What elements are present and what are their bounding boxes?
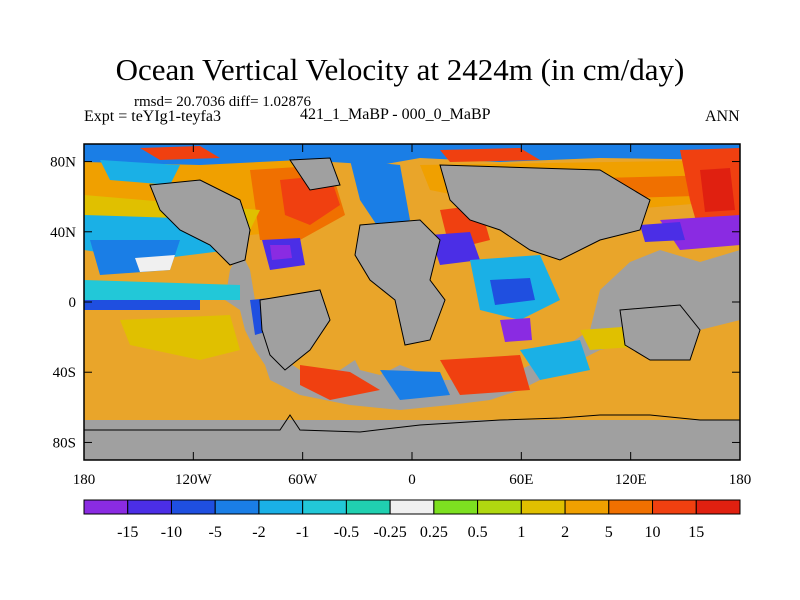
colorbar-label: -2 <box>252 524 265 541</box>
x-tick-label: 60W <box>288 472 318 488</box>
field-patch <box>350 160 410 230</box>
field-patch <box>120 315 240 360</box>
y-tick-label: 80S <box>53 435 76 451</box>
colorbar-label: 0.25 <box>420 524 448 541</box>
field-patch <box>84 300 200 310</box>
field-patch <box>440 355 530 395</box>
colorbar-swatch <box>477 499 522 515</box>
field-patch <box>300 365 380 400</box>
colorbar-swatch <box>389 499 435 515</box>
experiment-label: Expt = teYIg1-teyfa3 <box>84 108 221 125</box>
colorbar-swatch <box>345 499 391 515</box>
field-patch <box>135 255 175 272</box>
colorbar-label: 1 <box>517 524 525 541</box>
colorbar-label: 5 <box>605 524 613 541</box>
x-tick-label: 120W <box>175 472 213 488</box>
y-tick-label: 40S <box>53 365 76 381</box>
colorbar-label: 0.5 <box>468 524 488 541</box>
stats-text: rmsd= 20.7036 diff= 1.02876 <box>134 94 312 110</box>
colorbar-swatch <box>608 499 654 515</box>
colorbar-swatch <box>127 499 172 515</box>
colorbar-swatch <box>302 499 347 515</box>
field-patch <box>84 144 740 165</box>
x-axis: 180 120W 60W 0 60E 120E 180 <box>73 144 752 488</box>
colorbar-swatch <box>652 499 697 515</box>
colorbar-label: -0.25 <box>373 524 406 541</box>
x-tick-label: 60E <box>509 472 533 488</box>
field-patch <box>380 370 450 400</box>
x-tick-label: 120E <box>615 472 647 488</box>
field-patch <box>500 318 532 342</box>
colorbar-label: 2 <box>561 524 569 541</box>
chart-title: Ocean Vertical Velocity at 2424m (in cm/… <box>115 52 685 87</box>
colorbar: -15 -10 -5 -2 -1 -0.5 -0.25 0.25 0.5 1 2 5 10 15 <box>83 499 741 541</box>
colorbar-label: -10 <box>161 524 182 541</box>
colorbar-swatch <box>695 499 741 515</box>
x-tick-label: 180 <box>73 472 96 488</box>
field-patch <box>520 340 590 380</box>
x-tick-label: 180 <box>729 472 752 488</box>
colorbar-swatch <box>214 499 260 515</box>
colorbar-swatch <box>433 499 479 515</box>
coastlines <box>84 157 740 433</box>
field-patch <box>700 168 735 212</box>
field-patch <box>84 280 240 300</box>
colorbar-label: -0.5 <box>334 524 359 541</box>
season-label: ANN <box>705 108 740 125</box>
field-patch <box>270 245 292 260</box>
colorbar-swatch <box>564 499 610 515</box>
colorbar-swatch <box>520 499 566 515</box>
x-tick-label: 0 <box>408 472 416 488</box>
y-axis: 80N 40N 0 40S 80S <box>50 155 740 451</box>
colorbar-label: 15 <box>688 524 704 541</box>
colorbar-label: 10 <box>645 524 661 541</box>
map-field <box>84 144 740 460</box>
field-patch <box>440 148 540 162</box>
field-patch <box>100 160 180 185</box>
colorbar-label: -5 <box>209 524 222 541</box>
y-tick-label: 0 <box>69 295 77 311</box>
field-patch <box>490 278 535 305</box>
field-patch <box>140 146 220 160</box>
colorbar-label: -15 <box>117 524 138 541</box>
colorbar-swatch <box>83 499 129 515</box>
land-masses <box>84 158 740 460</box>
field-patch <box>640 222 685 242</box>
y-tick-label: 40N <box>50 225 76 241</box>
y-tick-label: 80N <box>50 155 76 171</box>
colorbar-label: -1 <box>296 524 309 541</box>
field-patch <box>430 232 480 265</box>
colorbar-swatch <box>258 499 304 515</box>
difference-label: 421_1_MaBP - 000_0_MaBP <box>300 106 491 123</box>
colorbar-swatch <box>170 499 216 515</box>
